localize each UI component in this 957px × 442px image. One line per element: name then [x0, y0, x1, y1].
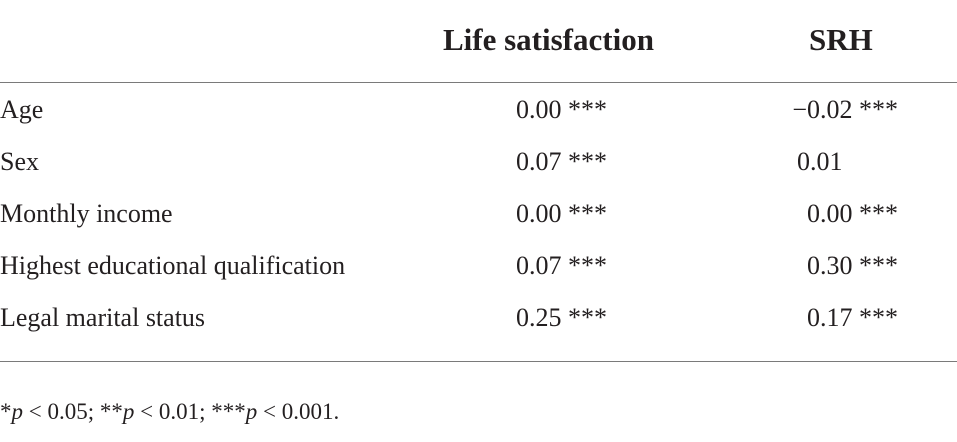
cell-life-satisfaction: 0.07 ***	[516, 147, 607, 176]
row-label: Legal marital status	[0, 303, 206, 332]
table-header-row: Life satisfaction SRH	[0, 0, 957, 82]
row-label: Age	[0, 95, 44, 124]
table-row-education: Highest educational qualification 0.07 *…	[0, 240, 957, 292]
table-row-marital-status: Legal marital status 0.25 *** 0.17 ***	[0, 292, 957, 344]
row-label: Highest educational qualification	[0, 251, 346, 280]
cell-srh: 0.17 ***	[807, 303, 898, 332]
cell-srh: 0.01	[797, 147, 843, 176]
cell-life-satisfaction: 0.00 ***	[516, 95, 607, 124]
footnote-text-1: < 0.05; **	[23, 399, 123, 424]
footnote-text-2: < 0.01; ***	[134, 399, 246, 424]
column-header-life-satisfaction: Life satisfaction	[443, 22, 654, 57]
table-row-age: Age 0.00 *** −0.02 ***	[0, 84, 957, 136]
footnote-p-2: p	[122, 399, 135, 424]
table-bottom-rule	[0, 361, 957, 362]
table-top-rule	[0, 82, 957, 83]
table-row-sex: Sex 0.07 *** 0.01	[0, 136, 957, 188]
footnote-stars-1: *	[0, 399, 12, 424]
cell-srh: 0.00 ***	[807, 199, 898, 228]
significance-footnote: *p < 0.05; **p < 0.01; ***p < 0.001.	[0, 396, 339, 428]
footnote-text-3: < 0.001.	[257, 399, 340, 424]
footnote-p-3: p	[245, 399, 258, 424]
cell-life-satisfaction: 0.25 ***	[516, 303, 607, 332]
cell-life-satisfaction: 0.00 ***	[516, 199, 607, 228]
footnote-p-1: p	[11, 399, 24, 424]
column-header-srh: SRH	[809, 22, 873, 57]
cell-srh: 0.30 ***	[807, 251, 898, 280]
row-label: Monthly income	[0, 199, 173, 228]
row-label: Sex	[0, 147, 39, 176]
cell-life-satisfaction: 0.07 ***	[516, 251, 607, 280]
table-row-monthly-income: Monthly income 0.00 *** 0.00 ***	[0, 188, 957, 240]
cell-srh: −0.02 ***	[792, 95, 898, 124]
